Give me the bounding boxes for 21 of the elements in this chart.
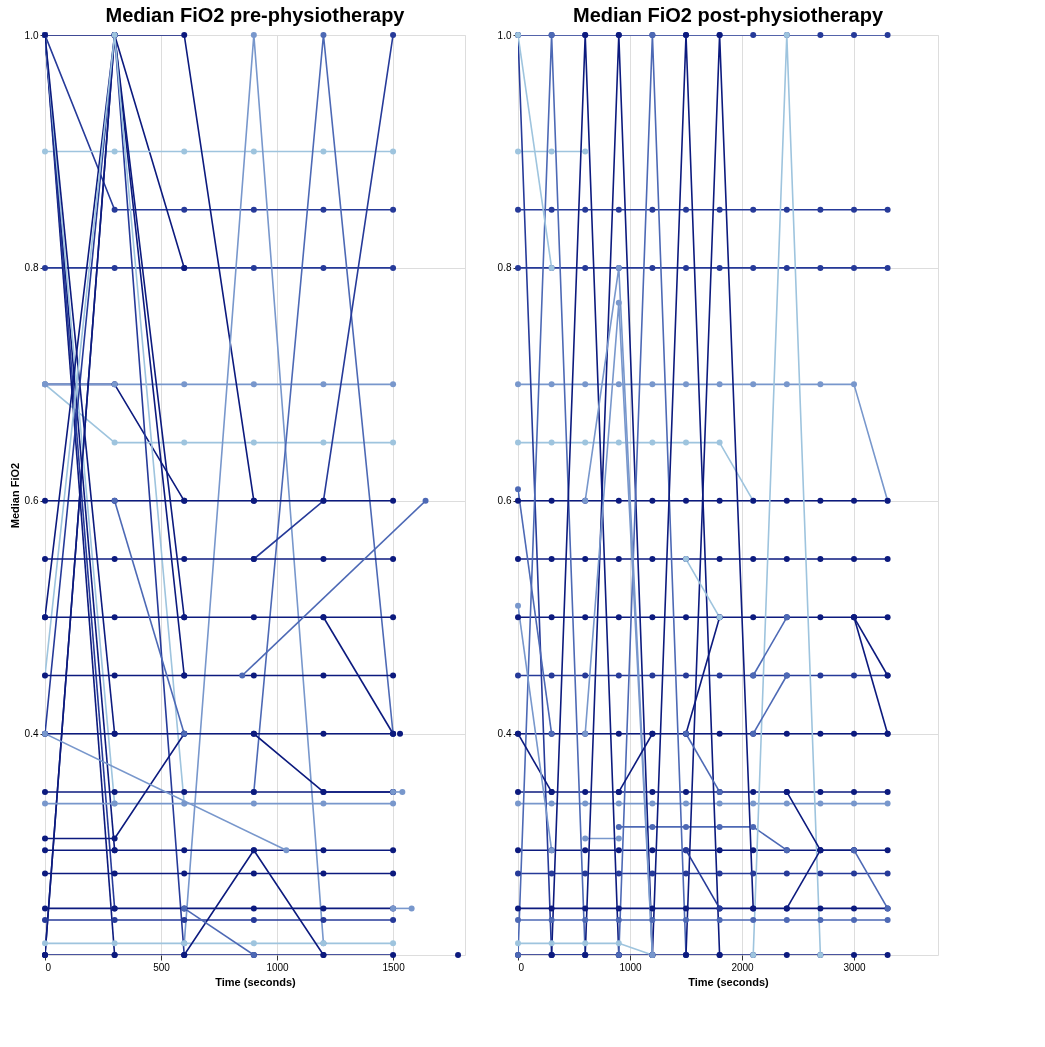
x-axis-title: Time (seconds) bbox=[215, 975, 297, 988]
y-axis-title: Median FiO2 bbox=[8, 462, 21, 529]
y-tick-label: 0.6 bbox=[24, 495, 39, 507]
y-tick-label: 0.6 bbox=[497, 495, 512, 507]
x-tick-label: 0 bbox=[518, 961, 525, 973]
x-axis-title: Time (seconds) bbox=[688, 975, 770, 988]
x-tick-label: 2000 bbox=[731, 961, 755, 973]
y-tick-label: 0.4 bbox=[497, 728, 512, 740]
y-tick-label: 0.4 bbox=[24, 728, 39, 740]
y-tick-label: 1.0 bbox=[497, 29, 512, 41]
x-tick-label: 1500 bbox=[382, 961, 406, 973]
chart-title: Median FiO2 post-physiotherapy bbox=[572, 4, 884, 26]
y-tick-label: 1.0 bbox=[24, 29, 39, 41]
y-tick-label: 0.8 bbox=[497, 262, 512, 274]
x-tick-label: 0 bbox=[45, 961, 52, 973]
x-tick-label: 500 bbox=[153, 961, 171, 973]
x-tick-label: 1000 bbox=[266, 961, 290, 973]
x-tick-label: 1000 bbox=[619, 961, 643, 973]
chart-title: Median FiO2 pre-physiotherapy bbox=[105, 4, 406, 26]
y-tick-label: 0.8 bbox=[24, 262, 39, 274]
x-tick-label: 3000 bbox=[843, 961, 867, 973]
